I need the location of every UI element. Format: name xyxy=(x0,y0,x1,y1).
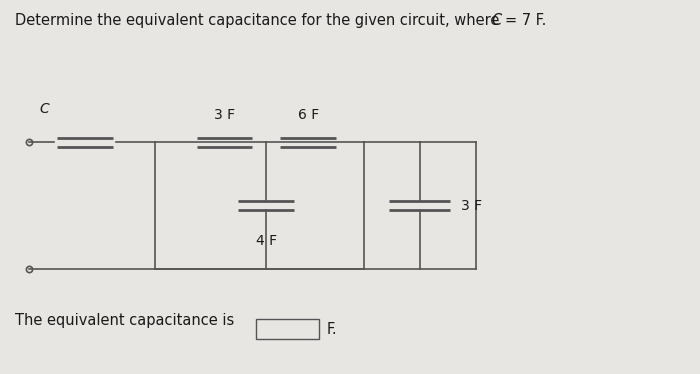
Text: The equivalent capacitance is: The equivalent capacitance is xyxy=(15,313,234,328)
Text: 6 F: 6 F xyxy=(298,108,318,122)
Text: C: C xyxy=(491,12,502,28)
Text: Determine the equivalent capacitance for the given circuit, where: Determine the equivalent capacitance for… xyxy=(15,12,504,28)
Text: 4 F: 4 F xyxy=(256,234,277,248)
Text: 3 F: 3 F xyxy=(214,108,235,122)
Text: C: C xyxy=(40,102,50,116)
Bar xyxy=(256,319,318,339)
Text: 3 F: 3 F xyxy=(461,199,482,212)
Text: = 7 F.: = 7 F. xyxy=(505,12,546,28)
Text: F.: F. xyxy=(327,322,337,337)
